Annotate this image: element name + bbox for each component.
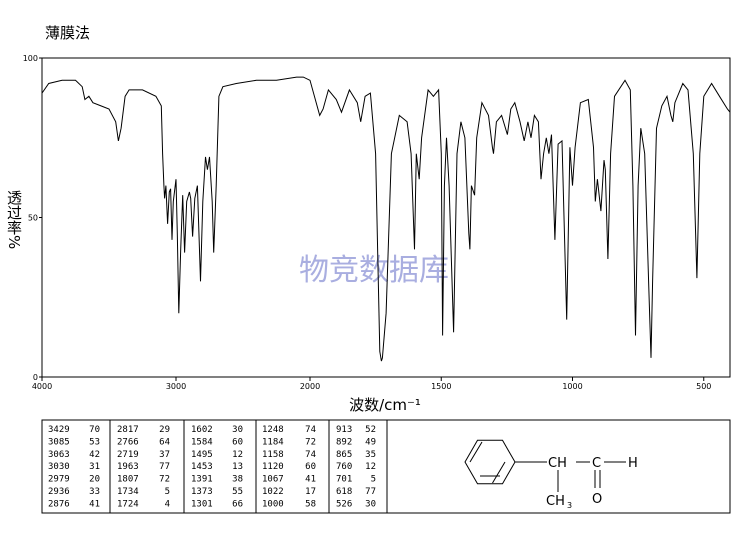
- table-wavenumber: 2979: [48, 475, 70, 485]
- table-wavenumber: 2817: [117, 425, 139, 435]
- table-percent: 12: [232, 450, 243, 460]
- table-percent: 70: [89, 425, 100, 435]
- table-wavenumber: 2936: [48, 487, 70, 497]
- table-percent: 5: [165, 487, 170, 497]
- table-wavenumber: 1391: [191, 475, 213, 485]
- table-percent: 74: [305, 450, 316, 460]
- table-wavenumber: 1120: [262, 462, 284, 472]
- y-tick-label: 0: [33, 373, 38, 382]
- table-percent: 17: [305, 487, 316, 497]
- watermark: 物竞数据库: [299, 253, 449, 288]
- table-percent: 66: [232, 499, 243, 509]
- table-percent: 60: [232, 437, 243, 447]
- table-percent: 77: [365, 487, 376, 497]
- table-wavenumber: 1807: [117, 475, 139, 485]
- table-percent: 31: [89, 462, 100, 472]
- chart-title: 薄膜法: [45, 24, 90, 42]
- y-tick-label: 50: [28, 214, 38, 223]
- x-tick-label: 4000: [32, 382, 52, 391]
- table-percent: 64: [159, 437, 170, 447]
- table-wavenumber: 1022: [262, 487, 284, 497]
- benzene-ring: [464, 439, 516, 485]
- x-tick-label: 500: [696, 382, 711, 391]
- table-percent: 74: [305, 425, 316, 435]
- table-wavenumber: 1453: [191, 462, 213, 472]
- table-frame: [41, 419, 731, 514]
- table-percent: 72: [159, 475, 170, 485]
- table-percent: 30: [232, 425, 243, 435]
- table-percent: 30: [365, 499, 376, 509]
- x-tick-label: 2000: [300, 382, 320, 391]
- table-percent: 20: [89, 475, 100, 485]
- table-wavenumber: 1301: [191, 499, 213, 509]
- atom-label: C: [592, 456, 601, 471]
- structure: [464, 439, 626, 492]
- table-percent: 35: [365, 450, 376, 460]
- atom-label: O: [592, 492, 602, 507]
- table-wavenumber: 913: [336, 425, 352, 435]
- table-wavenumber: 1734: [117, 487, 139, 497]
- table-wavenumber: 3063: [48, 450, 70, 460]
- table-wavenumber: 3429: [48, 425, 70, 435]
- table-percent: 5: [371, 475, 376, 485]
- atom-subscript: 3: [567, 501, 572, 510]
- table-wavenumber: 2719: [117, 450, 139, 460]
- table-percent: 4: [165, 499, 170, 509]
- table-wavenumber: 3085: [48, 437, 70, 447]
- spectrum-line: [41, 76, 731, 362]
- ring-bond: [492, 461, 506, 484]
- table-percent: 52: [365, 425, 376, 435]
- table-percent: 41: [89, 499, 100, 509]
- table-percent: 29: [159, 425, 170, 435]
- table-percent: 58: [305, 499, 316, 509]
- table-wavenumber: 2766: [117, 437, 139, 447]
- atom-label: H: [628, 456, 638, 471]
- x-tick-label: 3000: [166, 382, 186, 391]
- x-axis-label: 波数/cm⁻¹: [349, 396, 421, 414]
- table-wavenumber: 526: [336, 499, 352, 509]
- table-wavenumber: 1495: [191, 450, 213, 460]
- atom-label: CH: [546, 494, 565, 509]
- table-percent: 13: [232, 462, 243, 472]
- y-tick-label: 100: [23, 54, 38, 63]
- table-wavenumber: 760: [336, 462, 352, 472]
- table-wavenumber: 618: [336, 487, 352, 497]
- table-percent: 33: [89, 487, 100, 497]
- table-percent: 55: [232, 487, 243, 497]
- table-wavenumber: 701: [336, 475, 352, 485]
- table-percent: 41: [305, 475, 316, 485]
- table-dividers: [109, 420, 388, 513]
- plot-frame: [41, 57, 731, 378]
- table-wavenumber: 1158: [262, 450, 284, 460]
- table-wavenumber: 1373: [191, 487, 213, 497]
- table-wavenumber: 1184: [262, 437, 284, 447]
- ring-bond: [469, 441, 483, 463]
- table-wavenumber: 2876: [48, 499, 70, 509]
- table-wavenumber: 1724: [117, 499, 139, 509]
- table-percent: 60: [305, 462, 316, 472]
- table-wavenumber: 865: [336, 450, 352, 460]
- table-wavenumber: 892: [336, 437, 352, 447]
- table-wavenumber: 1602: [191, 425, 213, 435]
- table-percent: 77: [159, 462, 170, 472]
- table-percent: 37: [159, 450, 170, 460]
- table-percent: 72: [305, 437, 316, 447]
- table-wavenumber: 1584: [191, 437, 213, 447]
- atom-label: CH: [548, 456, 567, 471]
- table-wavenumber: 1067: [262, 475, 284, 485]
- table-wavenumber: 3030: [48, 462, 70, 472]
- y-axis-label: 透过率%: [5, 190, 23, 249]
- table-percent: 53: [89, 437, 100, 447]
- table-percent: 42: [89, 450, 100, 460]
- table-percent: 12: [365, 462, 376, 472]
- x-tick-label: 1000: [562, 382, 582, 391]
- x-tick-label: 1500: [431, 382, 451, 391]
- table-wavenumber: 1000: [262, 499, 284, 509]
- table-percent: 49: [365, 437, 376, 447]
- table-percent: 38: [232, 475, 243, 485]
- table-wavenumber: 1963: [117, 462, 139, 472]
- table-wavenumber: 1248: [262, 425, 284, 435]
